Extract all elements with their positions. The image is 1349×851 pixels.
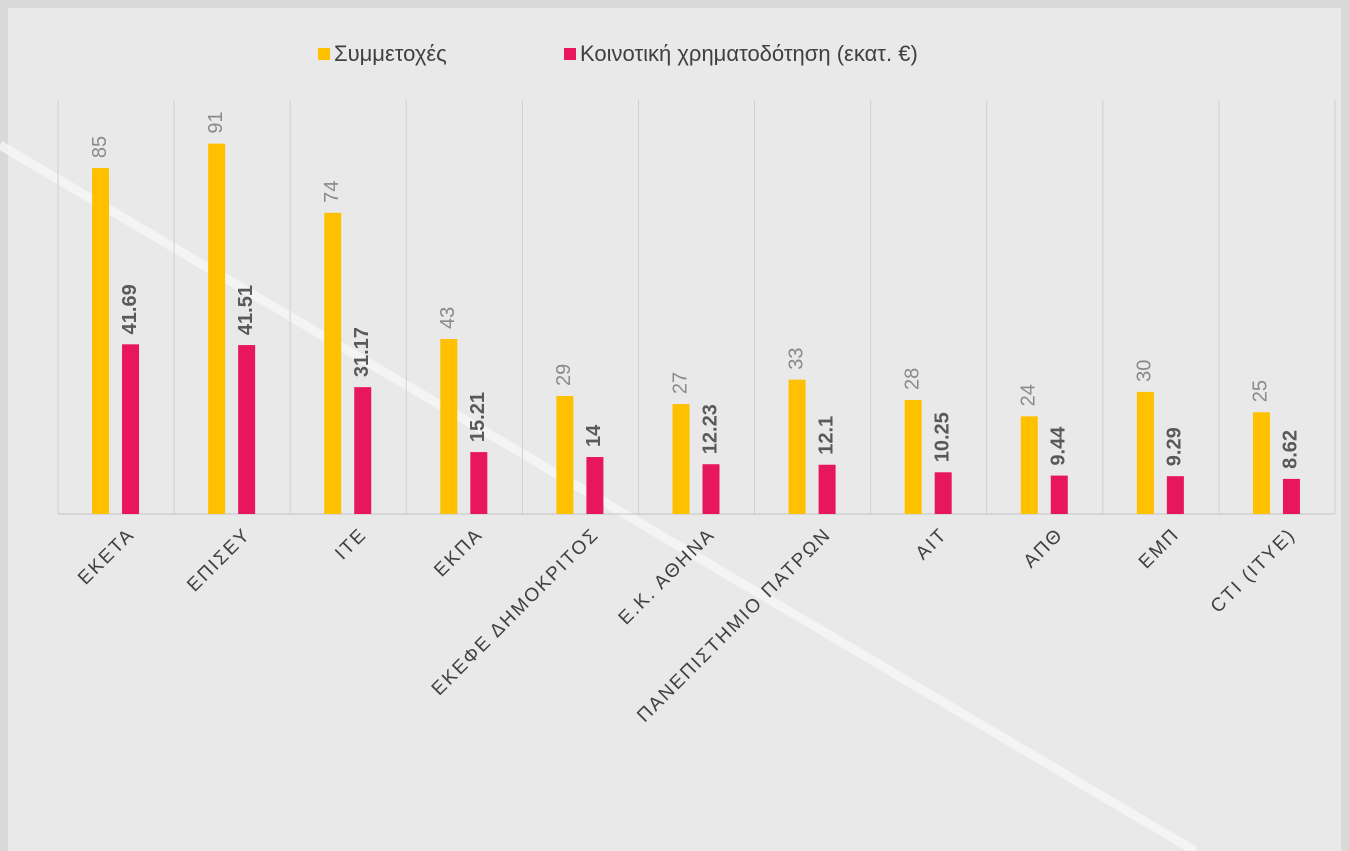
bar bbox=[556, 395, 574, 514]
bar bbox=[238, 345, 256, 514]
bar bbox=[934, 472, 952, 514]
legend-swatch bbox=[564, 48, 576, 60]
legend-label: Κοινοτική χρηματοδότηση (εκατ. €) bbox=[580, 41, 918, 66]
bar bbox=[122, 344, 140, 514]
data-label: 12.23 bbox=[699, 404, 721, 454]
bar bbox=[92, 168, 110, 515]
data-label: 31.17 bbox=[351, 327, 373, 377]
data-label: 28 bbox=[901, 368, 923, 390]
bar bbox=[672, 404, 690, 514]
data-label: 85 bbox=[89, 136, 111, 158]
data-label: 29 bbox=[553, 364, 575, 386]
bar bbox=[1136, 391, 1154, 514]
bar bbox=[818, 464, 836, 514]
bar bbox=[324, 212, 342, 514]
bar bbox=[788, 379, 806, 514]
bar bbox=[1166, 476, 1184, 514]
bar bbox=[1282, 478, 1300, 514]
data-label: 91 bbox=[205, 111, 227, 133]
data-label: 41.69 bbox=[119, 284, 141, 334]
data-label: 10.25 bbox=[931, 412, 953, 462]
data-label: 14 bbox=[583, 424, 605, 447]
data-label: 27 bbox=[669, 372, 691, 394]
bar bbox=[904, 400, 922, 514]
data-label: 25 bbox=[1250, 380, 1272, 402]
legend-label: Συμμετοχές bbox=[334, 41, 447, 66]
data-label: 43 bbox=[437, 307, 459, 329]
data-label: 9.44 bbox=[1048, 426, 1070, 466]
data-label: 30 bbox=[1134, 360, 1156, 382]
data-label: 8.62 bbox=[1280, 430, 1302, 469]
data-label: 74 bbox=[321, 181, 343, 203]
legend-swatch bbox=[318, 48, 330, 60]
data-label: 9.29 bbox=[1164, 427, 1186, 466]
bar bbox=[702, 464, 720, 514]
data-label: 15.21 bbox=[467, 392, 489, 442]
bar bbox=[1252, 412, 1270, 514]
bar bbox=[208, 143, 226, 514]
bar bbox=[354, 387, 372, 514]
bar bbox=[440, 338, 458, 514]
data-label: 41.51 bbox=[235, 285, 257, 335]
bar bbox=[1050, 475, 1068, 514]
data-label: 24 bbox=[1018, 384, 1040, 406]
bar bbox=[586, 457, 604, 514]
data-label: 12.1 bbox=[815, 416, 837, 455]
data-label: 33 bbox=[785, 347, 807, 369]
bar bbox=[1020, 416, 1038, 514]
bar bbox=[470, 452, 488, 514]
